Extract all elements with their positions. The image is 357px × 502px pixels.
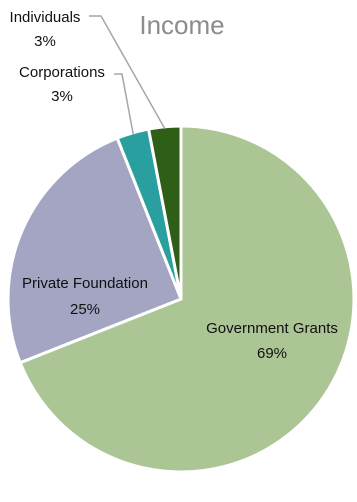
leader-lines [89,15,166,135]
slice-label-individuals: Individuals [10,9,81,26]
slice-label-government-grants: Government Grants [206,320,338,337]
slice-value-private-foundation: 25% [70,301,100,318]
leader-line-individuals [89,15,166,130]
slice-value-government-grants: 69% [257,345,287,362]
chart-title: Income [139,10,224,40]
slice-label-corporations: Corporations [19,64,105,81]
leader-line-corporations [114,73,135,135]
slice-government-grants [18,124,356,474]
slice-individuals [147,124,183,301]
slice-label-private-foundation: Private Foundation [22,275,148,292]
slice-private-foundation [6,136,183,365]
slice-value-individuals: 3% [34,33,56,50]
pie-slices [6,124,356,474]
slice-value-corporations: 3% [51,88,73,105]
